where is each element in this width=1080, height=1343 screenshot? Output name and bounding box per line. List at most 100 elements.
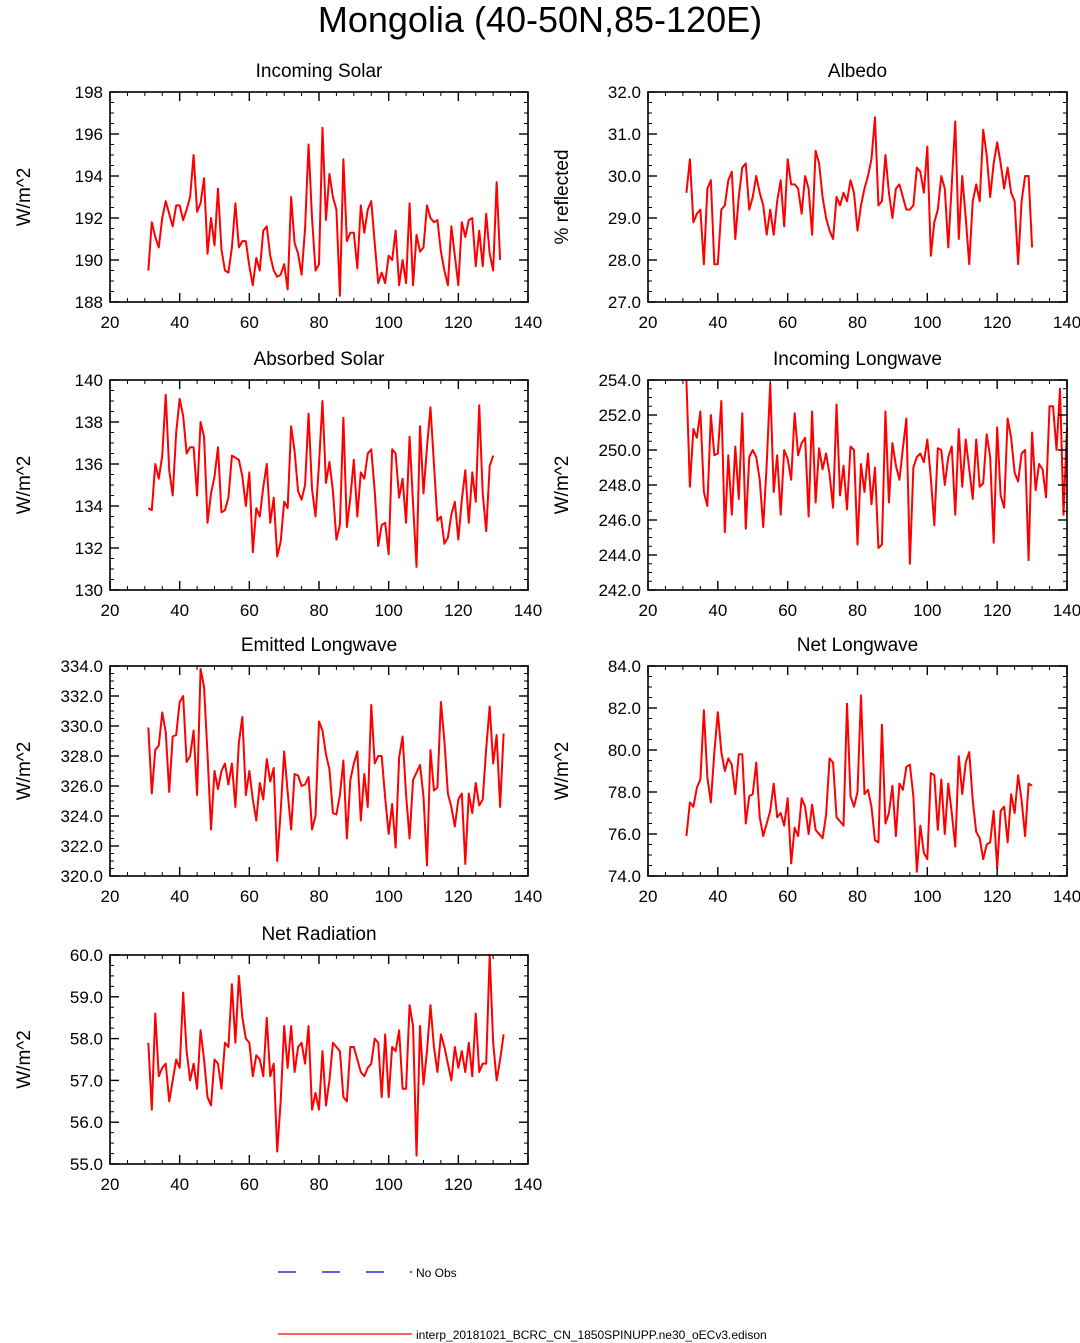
x-tick-label: 80 bbox=[310, 313, 329, 332]
y-tick-label: 322.0 bbox=[60, 837, 103, 856]
panel-title: Absorbed Solar bbox=[254, 349, 386, 370]
panel-5: 20 40 60 80 100 120 140 74.0 76.0 78.0 80.0 82.0 84.… bbox=[552, 635, 1080, 906]
x-tick-label: 40 bbox=[708, 313, 727, 332]
x-tick-label: 40 bbox=[170, 601, 189, 620]
x-tick-label: 100 bbox=[913, 601, 941, 620]
x-tick-label: 80 bbox=[310, 1175, 329, 1194]
x-tick-label: 100 bbox=[374, 313, 402, 332]
x-tick-label: 60 bbox=[778, 887, 797, 906]
y-tick-label: 246.0 bbox=[598, 511, 641, 530]
x-tick-label: 40 bbox=[170, 313, 189, 332]
x-tick-label: 100 bbox=[374, 1175, 402, 1194]
y-tick-label: 194 bbox=[75, 167, 103, 186]
x-tick-label: 60 bbox=[240, 887, 259, 906]
y-tick-label: 254.0 bbox=[598, 371, 641, 390]
y-tick-label: 80.0 bbox=[608, 741, 641, 760]
y-tick-label: 59.0 bbox=[70, 988, 103, 1007]
legend-model-label: interp_20181021_BCRC_CN_1850SPINUPP.ne30… bbox=[416, 1328, 767, 1342]
x-tick-label: 40 bbox=[170, 887, 189, 906]
panel-title: Incoming Solar bbox=[256, 61, 383, 82]
x-tick-label: 120 bbox=[983, 313, 1011, 332]
series-line-4 bbox=[147, 668, 505, 867]
x-tick-label: 20 bbox=[101, 1175, 120, 1194]
x-tick-label: 60 bbox=[778, 601, 797, 620]
legend: No Obs interp_20181021_BCRC_CN_1850SPINU… bbox=[278, 1266, 767, 1342]
x-tick-label: 140 bbox=[1053, 313, 1080, 332]
panel-title: Net Radiation bbox=[261, 924, 376, 945]
y-tick-label: 78.0 bbox=[608, 783, 641, 802]
x-tick-label: 60 bbox=[240, 313, 259, 332]
x-tick-label: 140 bbox=[1053, 601, 1080, 620]
x-tick-label: 60 bbox=[240, 1175, 259, 1194]
y-axis-label: W/m^2 bbox=[552, 456, 573, 515]
series-line-6 bbox=[147, 954, 505, 1157]
y-tick-label: 56.0 bbox=[70, 1113, 103, 1132]
series-line-1 bbox=[685, 116, 1034, 266]
series-line-5 bbox=[685, 694, 1033, 873]
panel-3: 20 40 60 80 100 120 140 242.0 244.0 246.0 248.0 250… bbox=[552, 349, 1080, 620]
x-tick-label: 140 bbox=[514, 313, 542, 332]
y-axis-label: W/m^2 bbox=[14, 456, 35, 515]
x-tick-label: 20 bbox=[101, 887, 120, 906]
x-tick-label: 20 bbox=[639, 601, 658, 620]
panel-title: Net Longwave bbox=[797, 635, 918, 656]
y-axis-label: W/m^2 bbox=[14, 168, 35, 227]
panel-title: Emitted Longwave bbox=[241, 635, 397, 656]
x-tick-label: 20 bbox=[639, 887, 658, 906]
x-tick-label: 140 bbox=[514, 887, 542, 906]
y-tick-label: 252.0 bbox=[598, 406, 641, 425]
figure-title: Mongolia (40-50N,85-120E) bbox=[317, 0, 763, 40]
y-tick-label: 244.0 bbox=[598, 546, 641, 565]
x-tick-label: 80 bbox=[310, 601, 329, 620]
y-tick-label: 320.0 bbox=[60, 867, 103, 886]
y-tick-label: 332.0 bbox=[60, 687, 103, 706]
y-axis-label: W/m^2 bbox=[552, 742, 573, 801]
y-tick-label: 192 bbox=[75, 209, 103, 228]
y-tick-label: 326.0 bbox=[60, 777, 103, 796]
x-tick-label: 120 bbox=[444, 887, 472, 906]
y-tick-label: 136 bbox=[75, 455, 103, 474]
y-tick-label: 74.0 bbox=[608, 867, 641, 886]
y-tick-label: 27.0 bbox=[608, 293, 641, 312]
y-tick-label: 55.0 bbox=[70, 1155, 103, 1174]
x-tick-label: 120 bbox=[444, 1175, 472, 1194]
y-tick-label: 28.0 bbox=[608, 251, 641, 270]
series-line-0 bbox=[147, 126, 502, 297]
x-tick-label: 40 bbox=[708, 887, 727, 906]
x-tick-label: 80 bbox=[848, 887, 867, 906]
y-tick-label: 57.0 bbox=[70, 1071, 103, 1090]
panel-4: 20 40 60 80 100 120 140 320.0 322.0 324.0 326.0 328… bbox=[14, 635, 542, 906]
x-tick-label: 100 bbox=[374, 601, 402, 620]
panels-group: 20 40 60 80 100 120 140 188 190 192 194 196 198 Incom… bbox=[14, 61, 1080, 1194]
x-tick-label: 80 bbox=[848, 313, 867, 332]
panel-6: 20 40 60 80 100 120 140 55.0 56.0 57.0 58.0 59.0 60.… bbox=[14, 924, 542, 1194]
x-tick-label: 120 bbox=[983, 601, 1011, 620]
y-tick-label: 138 bbox=[75, 413, 103, 432]
panel-2: 20 40 60 80 100 120 140 130 132 134 136 138 140 Absor… bbox=[14, 349, 542, 620]
panel-0: 20 40 60 80 100 120 140 188 190 192 194 196 198 Incom… bbox=[14, 61, 542, 332]
y-tick-label: 130 bbox=[75, 581, 103, 600]
y-axis-label: % reflected bbox=[552, 149, 573, 244]
y-tick-label: 242.0 bbox=[598, 581, 641, 600]
x-tick-label: 120 bbox=[444, 313, 472, 332]
y-tick-label: 82.0 bbox=[608, 699, 641, 718]
y-tick-label: 334.0 bbox=[60, 657, 103, 676]
x-tick-label: 20 bbox=[101, 313, 120, 332]
panel-title: Incoming Longwave bbox=[773, 349, 942, 370]
y-tick-label: 198 bbox=[75, 83, 103, 102]
y-tick-label: 29.0 bbox=[608, 209, 641, 228]
x-tick-label: 100 bbox=[913, 313, 941, 332]
x-tick-label: 80 bbox=[310, 887, 329, 906]
y-tick-label: 60.0 bbox=[70, 946, 103, 965]
x-tick-label: 140 bbox=[1053, 887, 1080, 906]
panel-1: 20 40 60 80 100 120 140 27.0 28.0 29.0 30.0 31.0 32.… bbox=[552, 61, 1080, 332]
series-line-2 bbox=[147, 393, 495, 568]
y-tick-label: 330.0 bbox=[60, 717, 103, 736]
y-tick-label: 250.0 bbox=[598, 441, 641, 460]
plot-frame-6 bbox=[109, 954, 529, 1165]
y-tick-label: 140 bbox=[75, 371, 103, 390]
x-tick-label: 60 bbox=[778, 313, 797, 332]
panel-title: Albedo bbox=[828, 61, 887, 82]
y-tick-label: 324.0 bbox=[60, 807, 103, 826]
x-tick-label: 120 bbox=[444, 601, 472, 620]
